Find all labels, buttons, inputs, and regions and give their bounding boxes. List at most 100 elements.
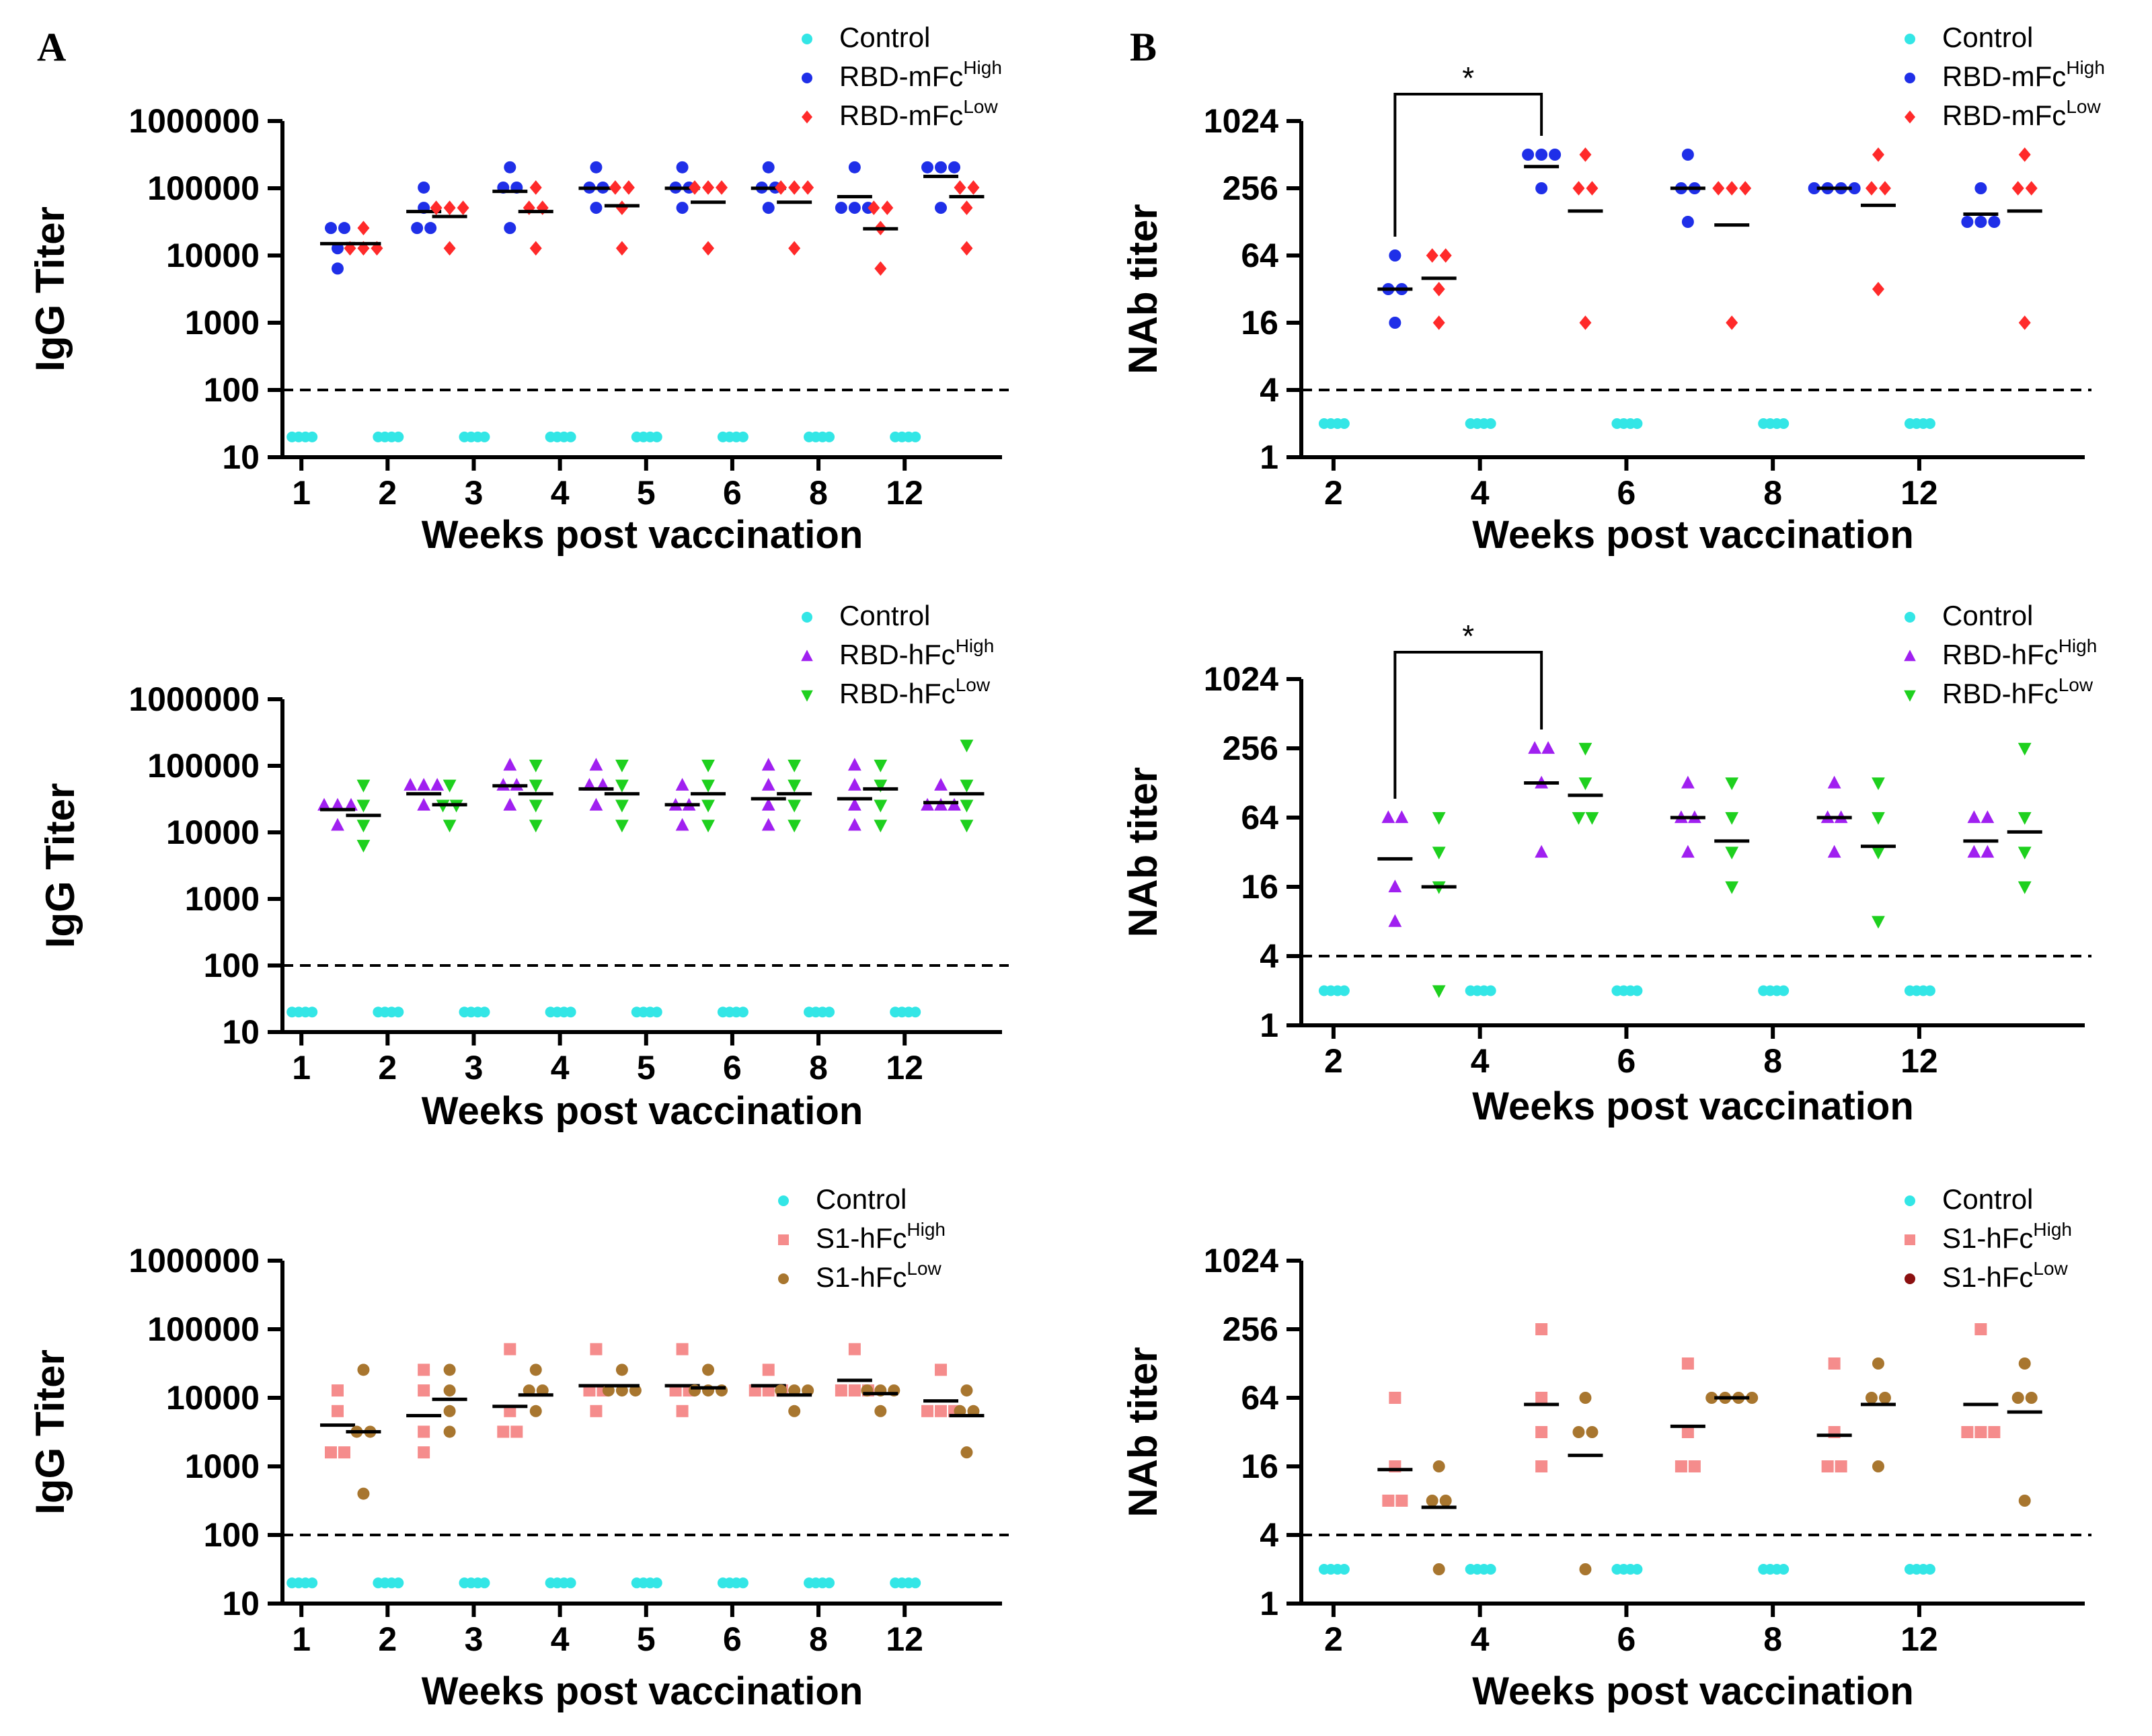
control-point [307,431,318,442]
data-point [1726,315,1738,330]
data-point [1389,317,1401,329]
y-tick-label: 4 [1260,371,1278,409]
data-point [1688,1460,1701,1472]
control-point [737,1577,748,1589]
data-point [338,1446,351,1459]
y-axis-title: IgG Titer [28,1349,73,1515]
data-point [504,1343,516,1355]
data-point [356,840,371,853]
legend-marker [778,1234,789,1245]
data-point [356,799,371,813]
y-tick-label: 100 [204,947,260,984]
data-point [788,241,801,256]
y-axis-title: IgG Titer [28,206,73,372]
data-point [960,1384,973,1397]
data-point [443,779,457,793]
chart-b-1: 1 4 16 64 256 1024 2 4 6 8 12 NAb titer Weeks post v… [1120,22,2105,557]
x-tick-label: 5 [637,1049,656,1087]
data-point [1827,775,1841,789]
data-point [615,759,629,773]
x-tick-label: 5 [637,474,656,512]
data-point [1432,812,1446,825]
x-tick-label: 2 [1324,474,1343,512]
y-tick-label: 1024 [1204,1242,1278,1279]
data-point [676,1343,689,1355]
y-axis-title: NAb titer [1120,204,1165,374]
data-point [676,202,689,214]
data-point [417,777,431,791]
y-tick-label: 1 [1260,1007,1278,1044]
data-point [676,1405,689,1417]
data-point [1675,1460,1687,1472]
data-point [356,820,371,833]
x-tick-label: 6 [723,474,742,512]
y-tick-label: 1000000 [128,1242,260,1279]
data-point [2011,181,2024,196]
control-point [479,1007,490,1018]
data-point [615,1384,628,1397]
x-tick-label: 12 [886,474,923,512]
data-point [1848,182,1861,194]
data-point [748,1384,761,1397]
data-point [615,241,628,256]
data-point [1827,844,1841,858]
control-point [565,1577,576,1589]
y-tick-label: 1000 [185,1448,260,1485]
data-point [787,779,802,793]
legend-label: RBD-mFcLow [1942,96,2101,131]
data-point [1878,1392,1891,1404]
data-point [1535,844,1549,858]
x-tick-label: 6 [723,1049,742,1087]
x-tick-label: 12 [1900,1620,1938,1658]
data-point [1981,810,1995,824]
panel-label-a: A [37,25,66,69]
data-point [874,1405,887,1417]
data-point [1872,1460,1884,1472]
y-tick-label: 10000 [166,237,260,274]
data-point [1681,149,1694,161]
data-point [1967,844,1981,858]
legend-label: Control [839,600,930,631]
data-point [1681,216,1694,228]
data-point [443,1405,456,1417]
data-point [1549,149,1562,161]
data-point [935,1364,948,1376]
y-tick-label: 64 [1241,799,1278,836]
y-tick-label: 10 [222,1585,260,1622]
data-point [404,777,418,791]
data-point [874,261,887,276]
control-point [824,1007,835,1018]
legend-marker [778,1195,789,1206]
data-point [948,161,961,173]
data-point [332,1384,344,1397]
control-point [737,431,748,442]
data-point [529,820,543,833]
chart-b-2: 1 4 16 64 256 1024 2 4 6 8 12 NAb titer Weeks post v… [1120,600,2097,1128]
data-point [1725,881,1739,894]
legend-marker [1905,1195,1915,1206]
data-point [1865,181,1878,196]
x-tick-label: 4 [1471,474,1490,512]
data-point [967,180,980,195]
data-point [1725,777,1739,791]
data-point [589,797,603,811]
control-point [1338,1564,1350,1575]
y-tick-label: 64 [1241,1379,1278,1417]
significance-bracket [1393,93,1543,237]
data-point [848,202,861,214]
data-point [847,777,861,791]
data-point [344,797,358,811]
control-point [307,1007,318,1018]
x-tick-label: 6 [1617,474,1636,512]
legend-label: Control [816,1183,907,1215]
y-tick-label: 1000 [185,880,260,918]
control-point [1778,418,1790,429]
data-point [1432,1460,1445,1472]
legend-label: RBD-hFcLow [839,674,991,709]
control-point [307,1577,318,1589]
data-point [1432,1563,1445,1575]
legend-marker [778,1273,789,1284]
data-point [418,1364,430,1376]
data-point [411,222,424,235]
data-point [503,797,517,811]
